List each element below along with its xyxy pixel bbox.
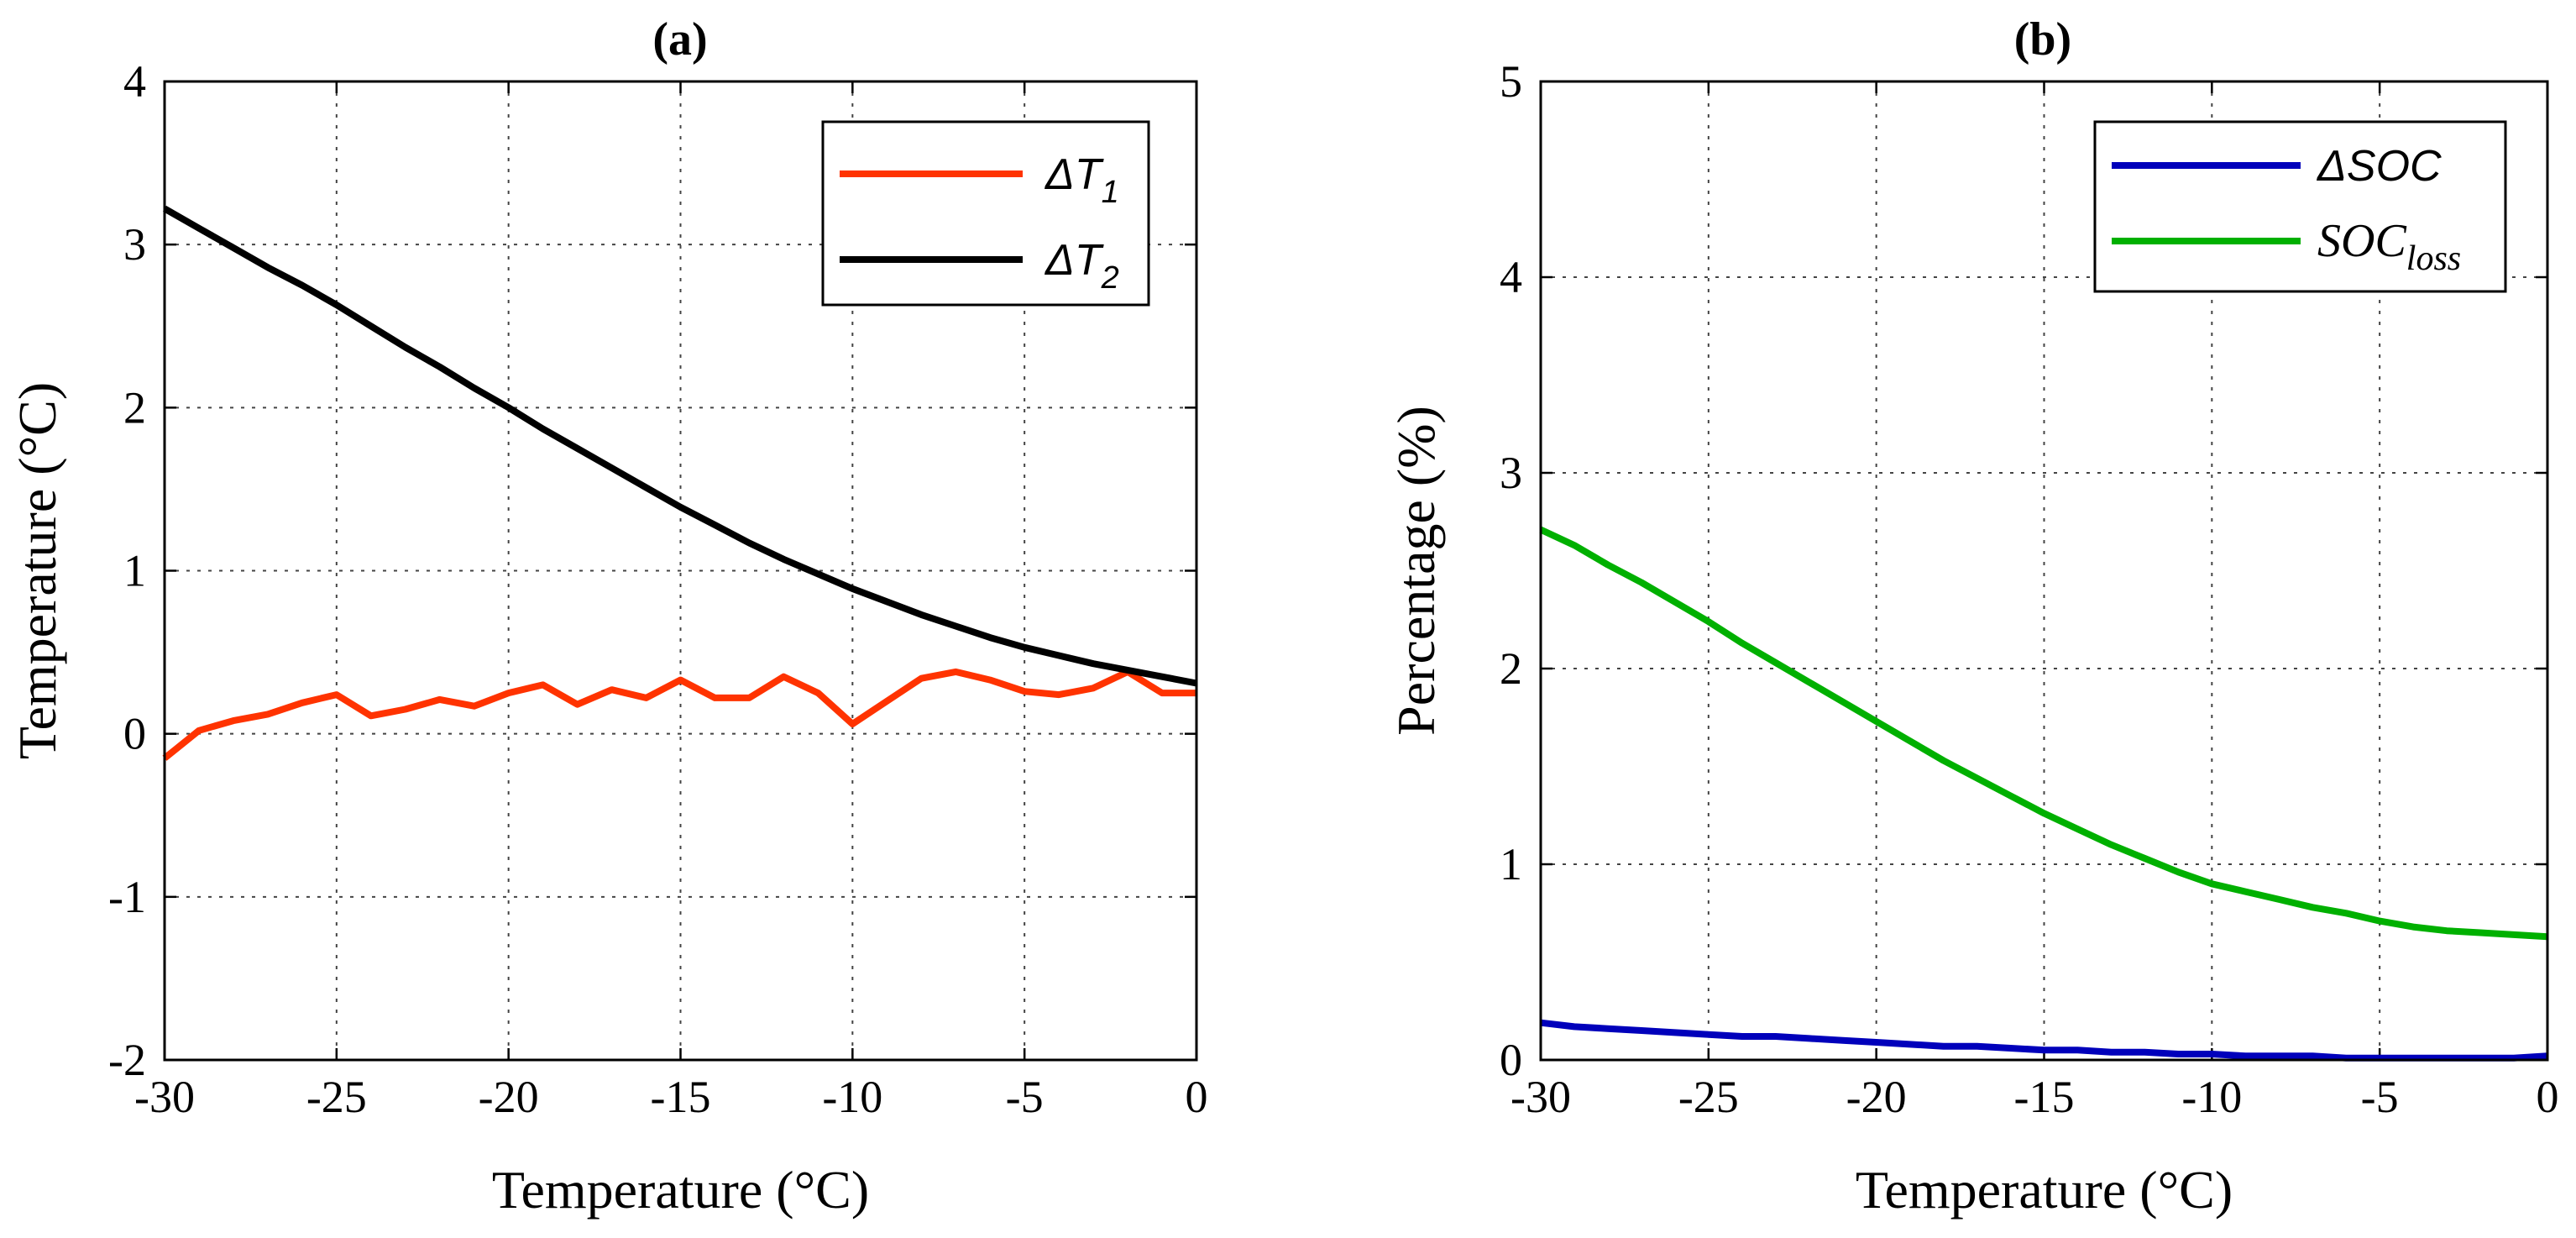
- x-tick-label: -20: [1846, 1072, 1907, 1122]
- x-tick-label: -15: [2014, 1072, 2075, 1122]
- series-line-1: [162, 668, 1196, 761]
- y-tick-label: 1: [123, 546, 146, 596]
- x-tick-label: -25: [306, 1072, 367, 1122]
- y-tick-label: 3: [123, 219, 146, 270]
- chart-title: (a): [652, 13, 707, 66]
- y-axis-label: Percentage (%): [1386, 406, 1446, 736]
- legend: ΔSOC SOCloss: [2093, 120, 2507, 293]
- chart-b: -30 -25 -20 -15 -10 -5 0 0 1 2 3 4 5 (b) Temperature (…: [1386, 13, 2559, 1220]
- x-tick-label: -10: [2181, 1072, 2242, 1122]
- legend-label: SOCloss: [2317, 215, 2461, 278]
- y-tick-label: 1: [1500, 839, 1522, 889]
- y-tick-label: 4: [123, 56, 146, 107]
- x-tick-label: -15: [651, 1072, 711, 1122]
- chart-title: (b): [2014, 13, 2071, 66]
- x-axis-label: Temperature (°C): [492, 1160, 869, 1220]
- y-tick-label: -1: [108, 872, 146, 922]
- x-axis-label: Temperature (°C): [1856, 1160, 2233, 1220]
- series-line-2: [163, 205, 1197, 687]
- series-line-2: [1539, 526, 2548, 941]
- y-axis-label: Temperature (°C): [8, 382, 67, 759]
- y-tick-label: 3: [1500, 448, 1522, 498]
- x-tick-label: -30: [1511, 1072, 1571, 1122]
- plot-frame: [163, 80, 1198, 1062]
- x-tick-label: -20: [479, 1072, 539, 1122]
- legend-label: ΔT1: [1044, 150, 1119, 210]
- legend-box: [821, 120, 1150, 307]
- y-tick-label: 0: [123, 709, 146, 759]
- x-tick-label: 0: [2537, 1072, 2559, 1122]
- x-tick-label: -30: [134, 1072, 195, 1122]
- x-tick-label: -5: [1006, 1072, 1044, 1122]
- y-tick-label: 4: [1500, 252, 1522, 302]
- y-tick-label: -2: [108, 1035, 146, 1085]
- y-tick-label: 2: [1500, 643, 1522, 694]
- x-tick-label: 0: [1186, 1072, 1208, 1122]
- x-tick-label: -10: [822, 1072, 882, 1122]
- y-tick-label: 5: [1500, 56, 1522, 107]
- plot-frame: [1539, 80, 2549, 1062]
- chart-a: -30 -25 -20 -15 -10 -5 0-2-101234(a)Temperatur…: [8, 13, 1208, 1220]
- y-tick-label: 0: [1500, 1035, 1522, 1085]
- y-tick-label: 2: [123, 382, 146, 433]
- legend-label: ΔSOC: [2316, 142, 2442, 191]
- x-tick-label: -5: [2361, 1072, 2399, 1122]
- legend-box: [2093, 120, 2507, 293]
- series-line-1: [1540, 1019, 2548, 1062]
- x-tick-label: -25: [1678, 1072, 1739, 1122]
- legend-label: ΔT2: [1044, 236, 1119, 296]
